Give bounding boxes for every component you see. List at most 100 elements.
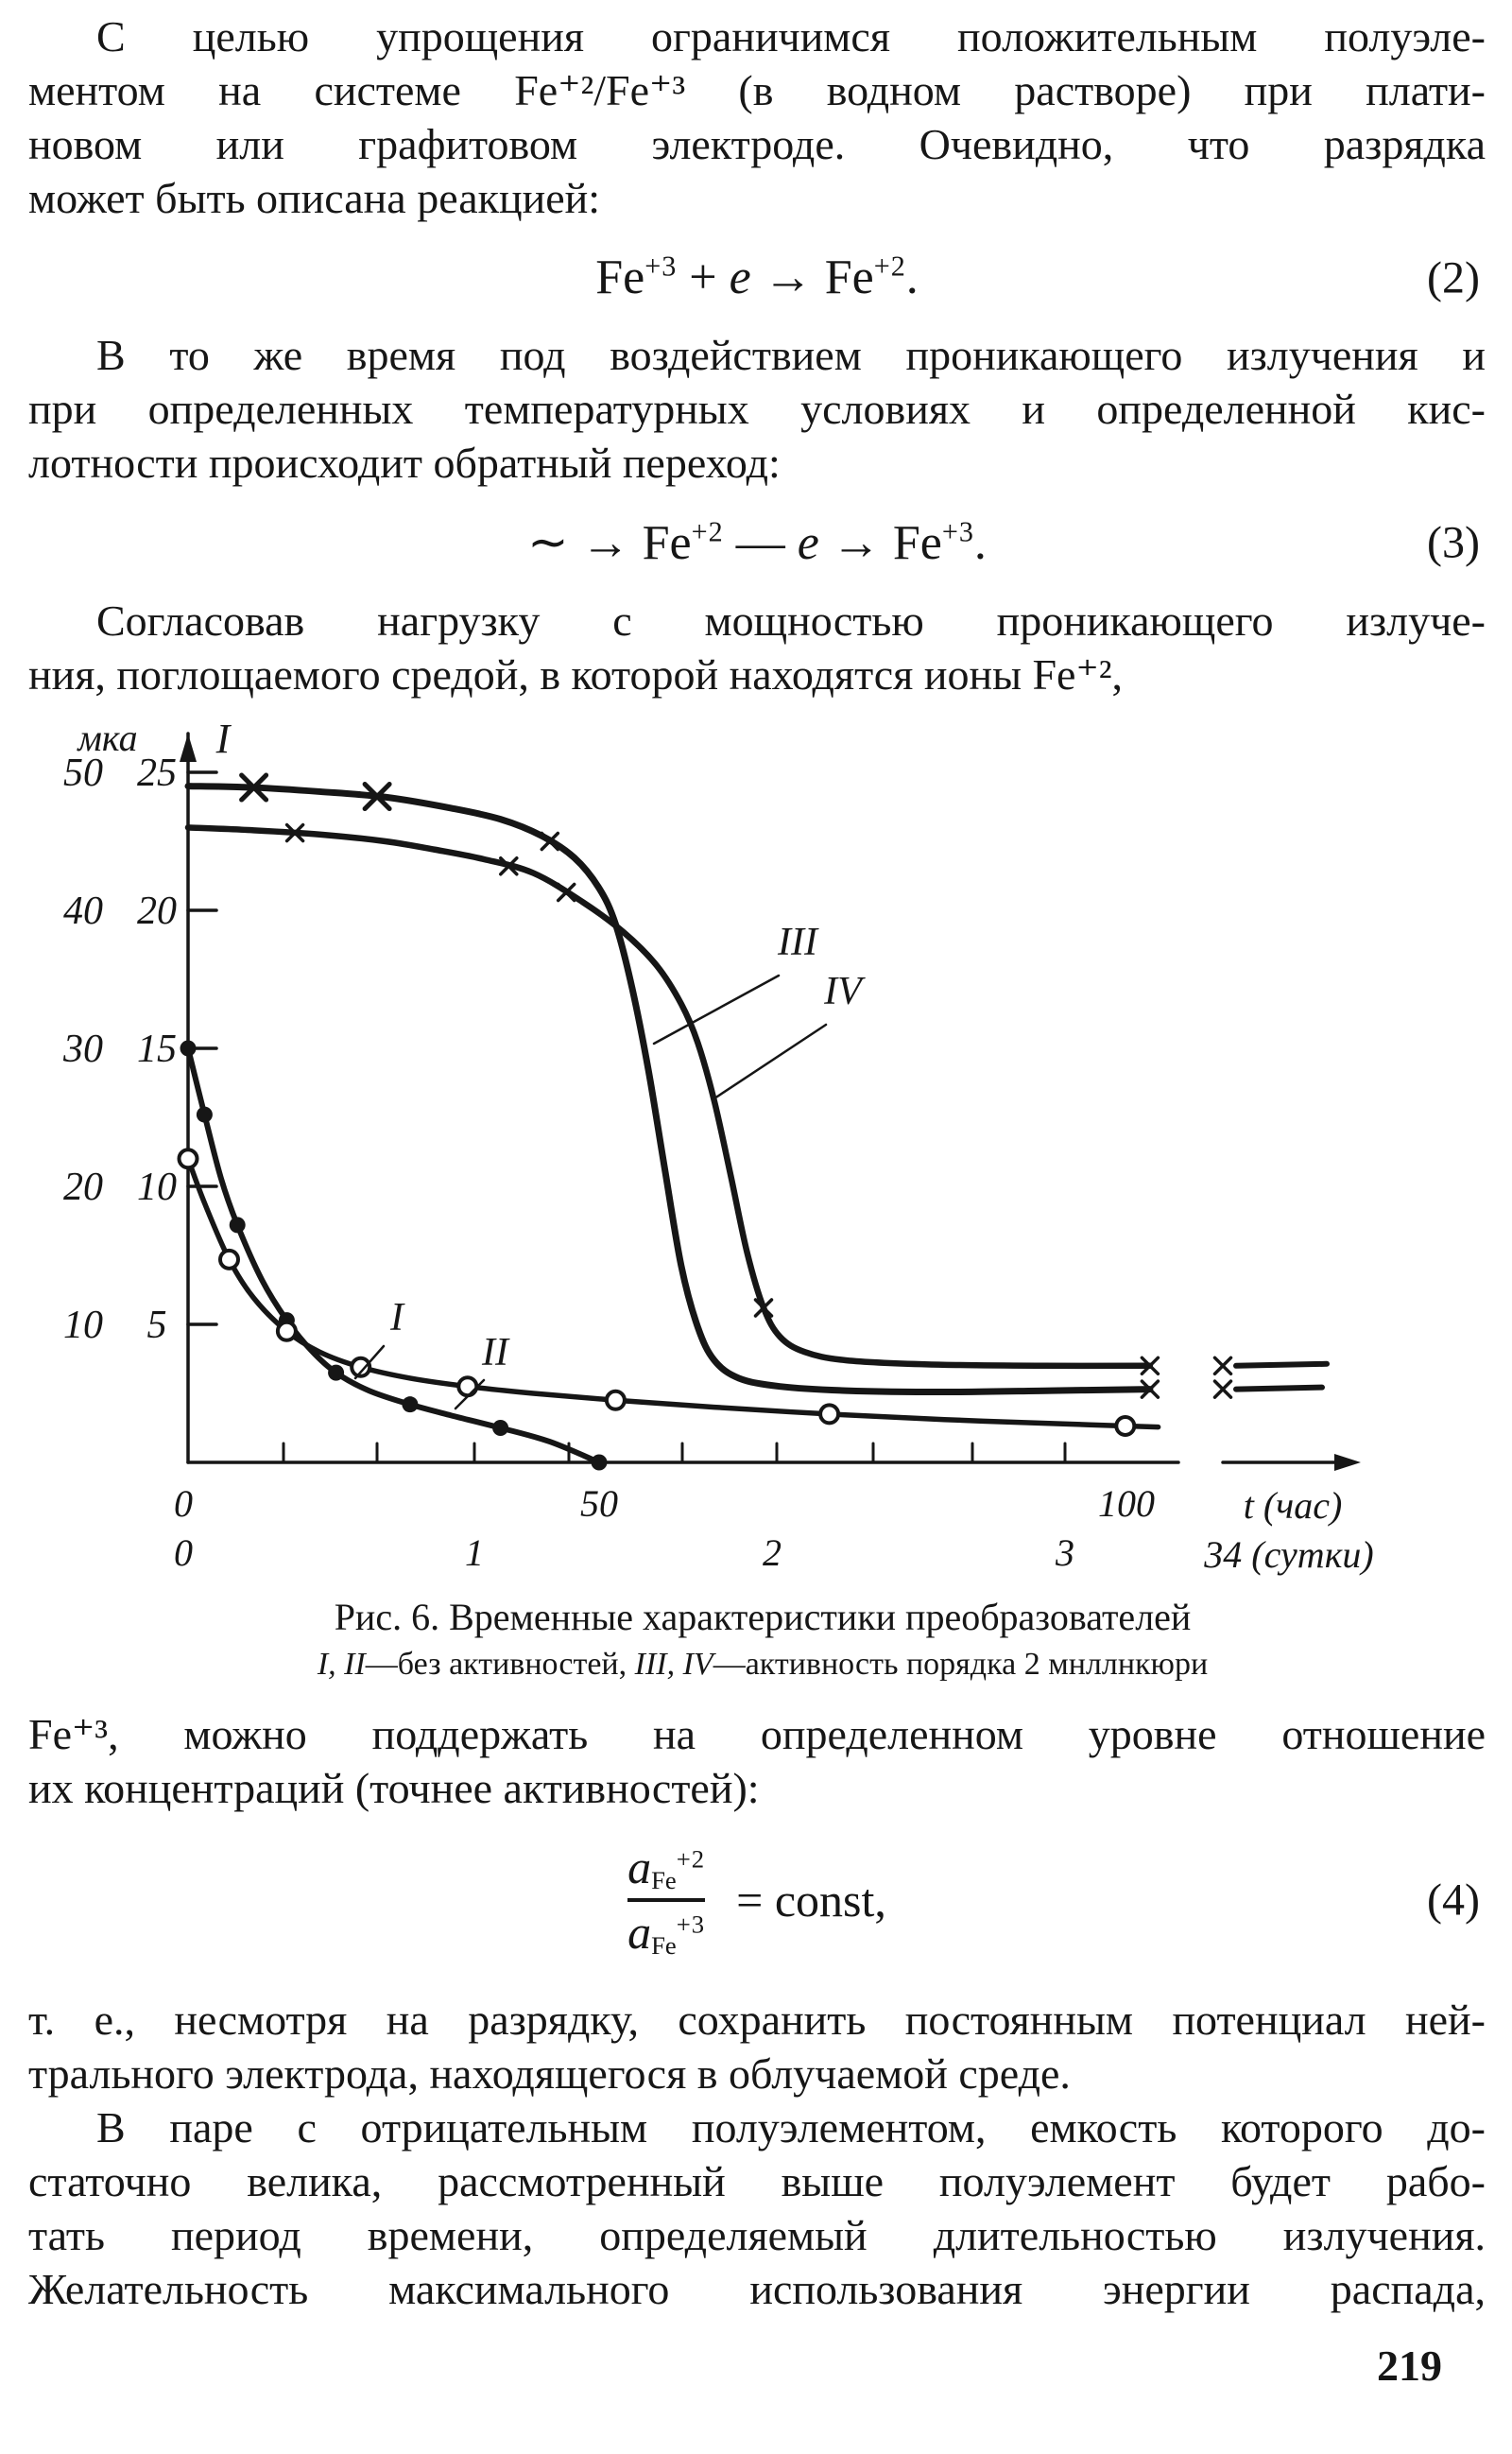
x-tick-label-days: 3	[1055, 1531, 1074, 1574]
curve-III	[184, 783, 1154, 1396]
x-tick-label-days: 1	[465, 1531, 484, 1574]
x-tick-label-hours: 0	[174, 1482, 193, 1525]
fraction-numerator: aFe+2	[627, 1840, 706, 1894]
text-line: Согласовав нагрузку с мощностью проникаю…	[96, 596, 1486, 645]
y-tick-label-i: 20	[137, 890, 177, 933]
marker-x-III	[1140, 1379, 1160, 1399]
x-tick-label-hours: 50	[580, 1482, 618, 1525]
y-tick-label-mka: 50	[63, 752, 103, 795]
paragraph-reverse-transition: В то же время под воздействием проникающ…	[28, 328, 1486, 490]
tail-x-marker-0	[1212, 1356, 1233, 1376]
marker-ring-II	[275, 1320, 298, 1342]
figure-6: 50 25 40 20 30 15 20 10 10 5 мка I 0 50 100 0 1 2 3 t (час)…	[40, 711, 1486, 1683]
text-line: С целью упрощения ограничимся положитель…	[96, 12, 1486, 60]
text-line: новом или графитовом электроде. Очевидно…	[28, 120, 1486, 168]
text-line: Fe⁺³, можно поддержать на определенном у…	[28, 1710, 1486, 1758]
y-tick-label-i: 25	[137, 752, 177, 795]
y-axis-unit-i: I	[215, 716, 232, 762]
figure-caption-subtitle: I, II—без активностей, III, IV—активност…	[317, 1647, 1209, 1682]
text-line: статочно велика, рассмотренный выше полу…	[28, 2156, 1486, 2205]
marker-x-III	[540, 831, 560, 852]
equation-4-number: (4)	[1427, 1875, 1480, 1926]
curve-label-leader-II	[454, 1378, 486, 1410]
marker-x-IV	[499, 856, 519, 876]
y-axis-arrowhead	[180, 734, 197, 762]
marker-ring-II	[818, 1403, 841, 1426]
curve-label-I: I	[389, 1296, 405, 1339]
marker-ring-II	[350, 1356, 372, 1378]
text-line: их концентраций (точнее активностей):	[28, 1764, 760, 1812]
curve-I	[185, 1046, 602, 1465]
y-tick-label-i: 10	[137, 1166, 177, 1209]
equation-2: Fe+3 + e → Fe+2. (2)	[28, 250, 1486, 305]
x-axis-arrowhead	[1334, 1454, 1361, 1471]
text-line: может быть описана реакцией:	[28, 174, 601, 222]
paragraph-load-matching: Согласовав нагрузку с мощностью проникаю…	[28, 594, 1486, 701]
marker-dot-I	[328, 1364, 345, 1381]
marker-dot-I	[229, 1217, 246, 1234]
y-axis-unit-mka: мка	[76, 717, 137, 759]
marker-dot-I	[196, 1106, 213, 1123]
curve-II	[185, 1156, 1161, 1430]
text-line: В паре с отрицательным полуэлементом, ем…	[96, 2102, 1486, 2152]
equation-3-body: ∼ → Fe+2 — e → Fe+3.	[527, 515, 987, 570]
curve-label-III: III	[777, 921, 819, 964]
x-axis-title-hours: t (час)	[1244, 1484, 1343, 1527]
text-line: при определенных температурных условиях …	[28, 385, 1486, 433]
marker-ring-II	[1114, 1414, 1137, 1437]
chart-svg: 50 25 40 20 30 15 20 10 10 5 мка I 0 50 100 0 1 2 3 t (час)…	[62, 716, 1374, 1576]
paragraph-constant-potential: т. е., несмотря на разрядку, сохранить п…	[28, 1993, 1486, 2100]
curve-label-IV: IV	[823, 970, 866, 1013]
text-line: ментом на системе Fe⁺²/Fe⁺³ (в водном ра…	[28, 66, 1486, 114]
page-number: 219	[1377, 2341, 1442, 2390]
fraction-bar	[627, 1897, 706, 1902]
text-line: ния, поглощаемого средой, в которой нахо…	[28, 650, 1124, 699]
equation-2-body: Fe+3 + e → Fe+2.	[595, 250, 919, 304]
marker-x-IV	[556, 882, 576, 903]
curve-label-leader-IV	[713, 1023, 828, 1100]
y-tick-label-mka: 30	[62, 1028, 103, 1071]
curve-label-leader-III	[652, 974, 781, 1046]
x-tick-label-hours: 100	[1098, 1482, 1155, 1525]
text-line: трального электрода, находящегося в облу…	[28, 2048, 1071, 2098]
text-line: т. е., несмотря на разрядку, сохранить п…	[28, 1995, 1486, 2044]
y-tick-label-i: 15	[137, 1028, 177, 1071]
paragraph-intro: С целью упрощения ограничимся положитель…	[28, 9, 1486, 225]
marker-dot-I	[591, 1454, 608, 1471]
tail-x-marker-1	[1212, 1379, 1233, 1399]
figure-caption-title: Рис. 6. Временные характеристики преобра…	[334, 1596, 1192, 1638]
marker-dot-I	[402, 1396, 419, 1413]
paragraph-ratio: Fe⁺³, можно поддержать на определенном у…	[28, 1707, 1486, 1815]
marker-ring-II	[456, 1375, 479, 1398]
text-line: В то же время под воздействием проникающ…	[96, 331, 1486, 379]
marker-ring-II	[604, 1389, 627, 1411]
marker-dot-I	[492, 1420, 509, 1436]
equation-2-number: (2)	[1427, 252, 1480, 302]
curve-label-II: II	[481, 1331, 510, 1374]
marker-x-large-III	[362, 782, 392, 812]
text-line: лотности происходит обратный переход:	[28, 439, 781, 487]
curve-label-leader-I	[353, 1344, 386, 1380]
x-axis-title-days: 34 (сутки)	[1203, 1533, 1373, 1576]
y-tick-label-mka: 20	[63, 1166, 103, 1209]
text-line: тать период времени, определяемый длител…	[28, 2210, 1486, 2259]
marker-dot-I	[180, 1040, 197, 1057]
marker-ring-II	[177, 1148, 199, 1170]
equation-4-rhs: = const,	[736, 1873, 886, 1927]
tail-segment-0	[1233, 1360, 1330, 1369]
marker-ring-II	[218, 1248, 240, 1270]
equation-4: aFe+2 aFe+3 = const, (4)	[28, 1840, 1486, 1961]
equation-3-number: (3)	[1427, 517, 1480, 568]
marker-x-IV	[284, 822, 305, 843]
book-page: С целью упрощения ограничимся положитель…	[28, 9, 1486, 2390]
curve-IV	[184, 824, 1154, 1370]
y-tick-label-mka: 40	[63, 890, 103, 933]
equation-4-fraction: aFe+2 aFe+3	[627, 1840, 706, 1961]
paragraph-negative-halfcell: В паре с отрицательным полуэлементом, ем…	[28, 2100, 1486, 2316]
y-tick-label-i: 5	[147, 1304, 167, 1347]
fraction-denominator: aFe+3	[627, 1905, 706, 1960]
marker-x-large-III	[239, 772, 269, 803]
y-tick-label-mka: 10	[63, 1304, 103, 1347]
marker-x-IV	[1140, 1356, 1160, 1376]
equation-3: ∼ → Fe+2 — e → Fe+3. (3)	[28, 514, 1486, 571]
